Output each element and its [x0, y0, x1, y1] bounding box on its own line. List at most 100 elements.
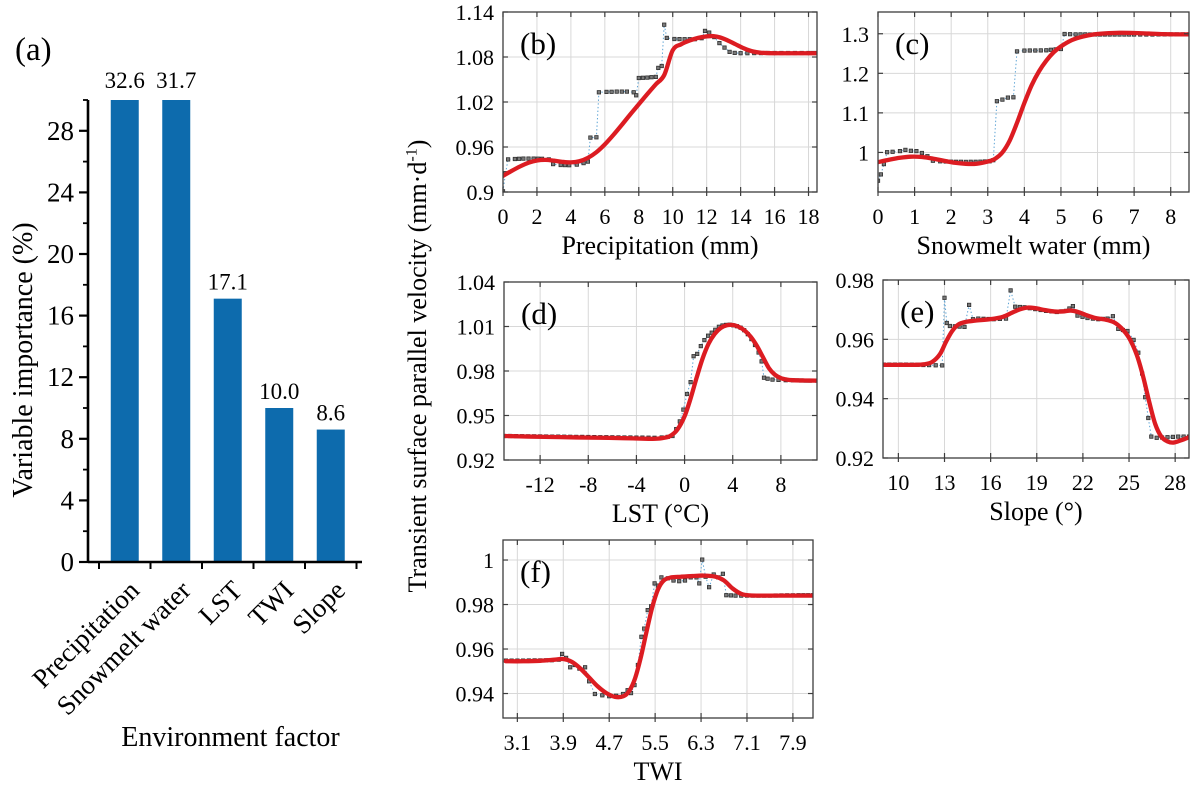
y-tick-label: 28	[47, 116, 74, 146]
bar-value-label: 32.6	[105, 68, 145, 93]
x-axis-label-a: Environment factor	[121, 722, 340, 753]
x-tick-label: 3.9	[550, 730, 578, 755]
y-tick-label: 0.94	[836, 387, 875, 412]
y-tick-label: 0.98	[456, 593, 495, 618]
shared-y-axis-label-text: Transient surface parallel velocity (mm·…	[403, 161, 432, 593]
pd-smooth-curve	[504, 322, 817, 442]
y-tick-label: 20	[47, 239, 74, 269]
panel-letter-c: (c)	[895, 26, 929, 61]
series-c	[878, 30, 1189, 183]
y-tick-label: 1.01	[457, 315, 496, 340]
x-tick-label: 7.9	[779, 730, 807, 755]
x-tick-label: 14	[730, 204, 752, 229]
panel-e: 10 13 16 19 22 25 28 0.92 0.94 0.96 0.98 Slope (°) (…	[836, 268, 1190, 526]
y-tick-label: 1.02	[456, 90, 495, 115]
series-e	[883, 288, 1189, 445]
pd-sample-line	[505, 559, 813, 697]
pd-smooth-curve	[883, 305, 1189, 445]
x-tick-label: 3.1	[504, 730, 532, 755]
bar-slope	[316, 429, 345, 562]
bar-lst	[213, 298, 242, 562]
x-axis-label-b: Precipitation (mm)	[561, 231, 758, 260]
tick-marks-e	[883, 279, 1189, 462]
x-tick-label: 0	[498, 204, 509, 229]
plot-box	[882, 279, 1190, 459]
pd-smooth-curve	[878, 30, 1189, 167]
y-tick-label: 16	[47, 301, 74, 331]
grid-c	[878, 12, 1189, 192]
y-tick-label: 0	[61, 547, 75, 577]
x-tick-label: 8	[1165, 204, 1176, 229]
y-tick-label: 1	[858, 140, 869, 165]
x-tick-label: 6	[599, 204, 610, 229]
x-tick-label: 6.3	[687, 730, 715, 755]
series-d	[504, 322, 817, 442]
x-tick-label: 1	[909, 204, 920, 229]
pd-smooth-curve	[503, 573, 813, 700]
x-tick-label: 19	[1026, 470, 1048, 495]
category-label-lst: LST	[193, 575, 249, 631]
x-tick-label: 6	[1092, 204, 1103, 229]
x-tick-label: 5	[1055, 204, 1066, 229]
y-tick-label: 1.08	[456, 45, 495, 70]
x-tick-label: 4	[727, 472, 738, 497]
bar-value-label: 8.6	[316, 401, 345, 426]
x-tick-label: 22	[1072, 470, 1094, 495]
tick-marks-b	[502, 11, 817, 196]
x-tick-label: 8	[775, 472, 786, 497]
grid-f	[503, 540, 813, 718]
y-tick-label: 24	[47, 177, 75, 207]
pd-smooth-curve	[503, 33, 817, 179]
x-tick-label: 25	[1118, 470, 1140, 495]
x-tick-label: 10	[887, 470, 909, 495]
x-tick-label: 0	[679, 472, 690, 497]
x-tick-label: -8	[579, 472, 597, 497]
y-tick-label: 12	[47, 362, 74, 392]
shared-y-axis-label: Transient surface parallel velocity (mm·…	[403, 16, 437, 716]
x-tick-label: 18	[798, 204, 820, 229]
y-tick-label: 0.92	[457, 448, 496, 473]
x-tick-label: 4	[565, 204, 576, 229]
x-tick-label: 16	[980, 470, 1002, 495]
y-tick-label: 1.04	[457, 270, 496, 295]
bar-value-label: 10.0	[259, 379, 299, 404]
x-tick-label: 4	[1019, 204, 1030, 229]
tick-marks-f	[503, 540, 813, 722]
y-tick-label: 1.14	[456, 0, 495, 25]
tick-marks-c	[877, 12, 1189, 196]
plot-box	[877, 11, 1190, 193]
x-tick-label: 5.5	[641, 730, 669, 755]
panel-letter-e: (e)	[900, 294, 934, 329]
y-tick-label: 1	[483, 548, 494, 573]
panel-b: 0 2 4 6 8 10 12 14 16 18 0.9 0.96 1.02 1.08 1.14 Precip…	[456, 0, 820, 260]
x-tick-label: 2	[531, 204, 542, 229]
x-tick-label: 8	[633, 204, 644, 229]
panel-f: 3.1 3.9 4.7 5.5 6.3 7.1 7.9 0.94 0.96 0.98 1 TWI (f)	[456, 539, 814, 786]
x-tick-label: 2	[946, 204, 957, 229]
x-tick-label: 0	[873, 204, 884, 229]
grid-d	[504, 282, 817, 460]
panel-letter-a: (a)	[15, 32, 52, 68]
panel-letter-b: (b)	[520, 26, 556, 61]
x-axis-label-f: TWI	[633, 757, 682, 786]
bar-snowmelt-water	[162, 100, 191, 562]
shared-y-axis-label-close: )	[403, 139, 432, 149]
y-tick-label: 0.96	[836, 327, 875, 352]
y-tick-label: 0.92	[836, 446, 875, 471]
x-tick-label: 7	[1129, 204, 1140, 229]
shared-y-axis-label-sup: -1	[403, 148, 421, 162]
y-tick-label: 1.2	[842, 61, 870, 86]
category-label-slope: Slope	[286, 575, 351, 640]
x-axis-label-e: Slope (°)	[989, 497, 1082, 526]
panel-letter-f: (f)	[520, 554, 551, 589]
x-axis-label-d: LST (°C)	[612, 499, 709, 528]
series-f	[503, 557, 813, 700]
x-tick-label: 16	[764, 204, 786, 229]
x-axis-label-c: Snowmelt water (mm)	[917, 231, 1151, 260]
x-tick-label: -12	[525, 472, 554, 497]
y-tick-label: 1.3	[842, 22, 870, 47]
bar-precipitation	[110, 100, 139, 562]
x-tick-label: 12	[696, 204, 718, 229]
